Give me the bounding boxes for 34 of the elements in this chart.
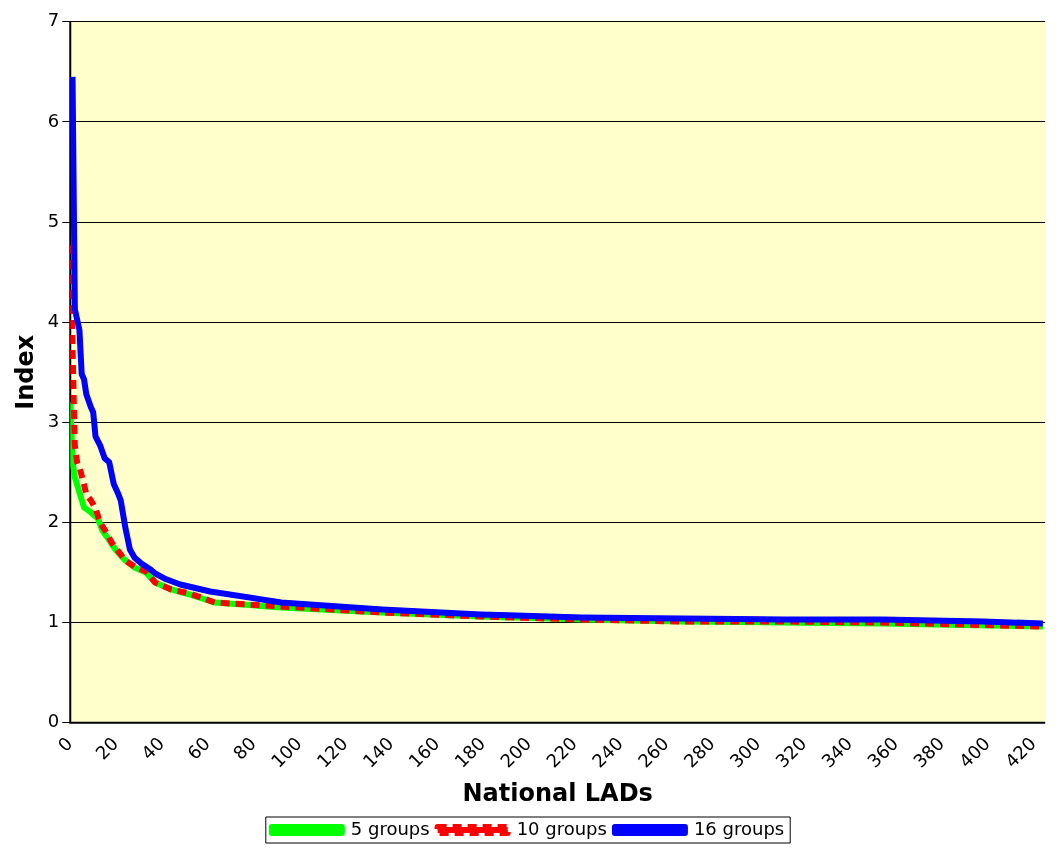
x-tick-label: 420 — [1000, 732, 1040, 772]
x-tick-label: 120 — [312, 732, 352, 772]
x-tick-label: 240 — [587, 732, 627, 772]
x-tick-label: 80 — [228, 732, 260, 764]
x-tick-label: 100 — [266, 732, 306, 772]
x-tick-label: 220 — [541, 732, 582, 772]
x-tick-label: 60 — [182, 732, 215, 764]
y-tick-label: 1 — [47, 610, 60, 632]
x-tick-label: 340 — [817, 732, 857, 772]
x-tick-label: 180 — [450, 732, 490, 772]
x-tick-label: 320 — [771, 732, 811, 772]
x-tick-label: 380 — [908, 732, 949, 772]
x-tick-label: 300 — [725, 732, 765, 772]
legend-label: 16 groups — [693, 817, 785, 839]
y-tick-label: 0 — [47, 710, 60, 732]
x-tick-label: 280 — [679, 732, 719, 772]
x-tick-label: 360 — [863, 732, 903, 772]
y-tick-label: 7 — [47, 9, 60, 31]
y-tick-label: 3 — [47, 409, 60, 431]
y-tick-label: 4 — [47, 309, 60, 331]
x-tick-label: 20 — [91, 732, 123, 764]
x-tick-label: 40 — [137, 732, 169, 764]
x-tick-label: 160 — [404, 732, 444, 772]
x-tick-label: 400 — [954, 732, 994, 772]
legend-label: 10 groups — [516, 817, 607, 839]
y-axis-title: Index — [10, 334, 39, 410]
x-axis-title: National LADs — [462, 778, 653, 807]
y-tick-label: 5 — [47, 209, 60, 231]
x-tick-label: 200 — [496, 732, 536, 772]
y-tick-label: 2 — [47, 510, 60, 532]
x-tick-label: 140 — [358, 732, 398, 772]
x-tick-label: 260 — [633, 732, 673, 772]
y-tick-label: 6 — [47, 109, 60, 131]
legend-label: 5 groups — [350, 817, 430, 839]
